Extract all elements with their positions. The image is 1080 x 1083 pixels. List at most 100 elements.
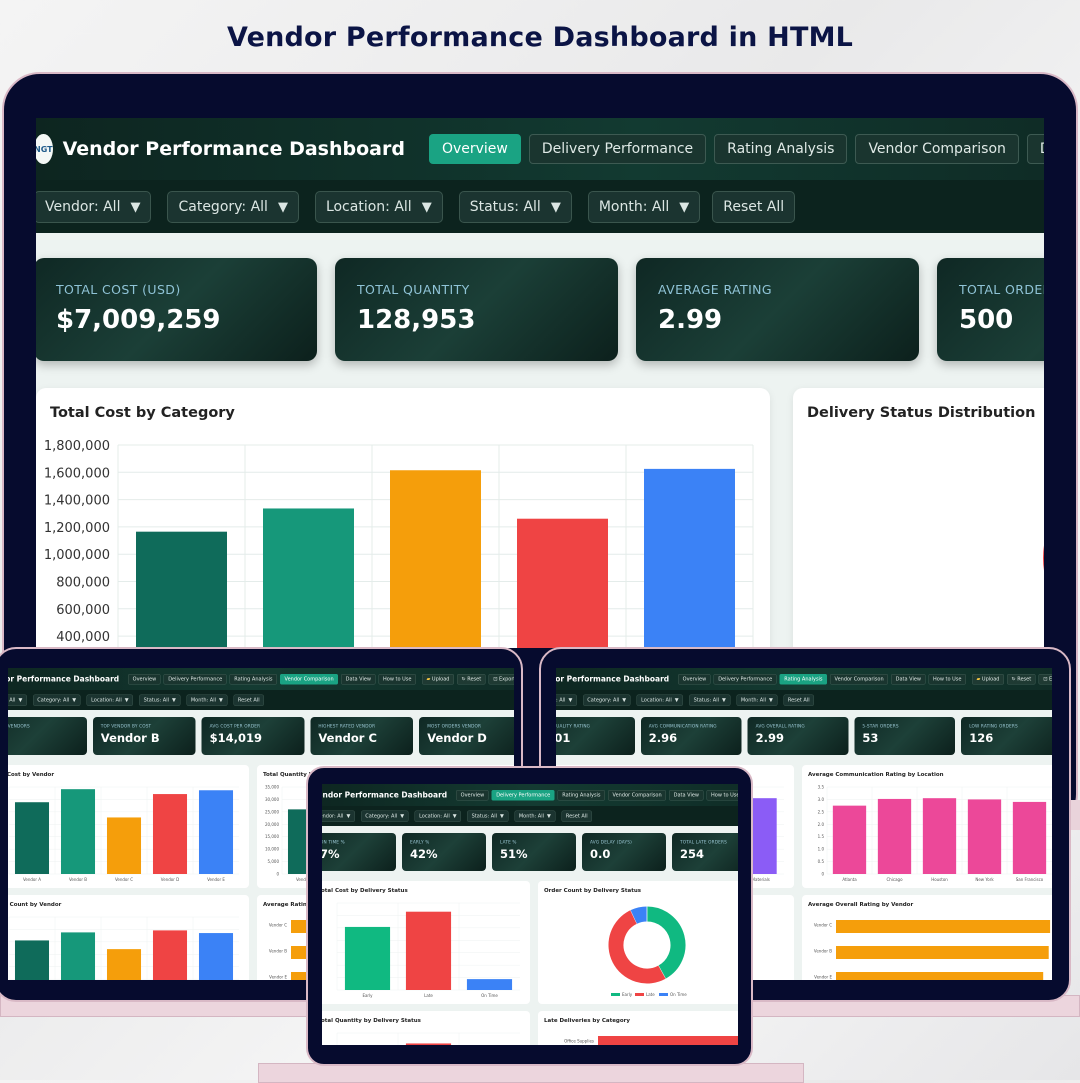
y-tick-label: 1,200,000	[44, 521, 110, 536]
y-tick-label: 0	[276, 872, 279, 877]
chevron-down-icon: ▼	[721, 697, 726, 703]
chart-title: Average Communication Rating by Location	[808, 771, 944, 778]
bar	[877, 798, 912, 874]
filter-location[interactable]: Location: All ▼	[314, 190, 443, 223]
tab-overview[interactable]: Overview	[456, 789, 489, 801]
chart-title: Order Count by Delivery Status	[544, 887, 642, 894]
bar	[198, 790, 234, 874]
y-tick-label: 0.5	[818, 859, 825, 864]
filter-category[interactable]: Category: All ▼	[32, 694, 81, 706]
kpi-card-total-vendors: TOTAL VENDORS	[8, 717, 87, 755]
filter-category[interactable]: Category: All ▼	[582, 694, 631, 706]
x-tick-label: Vendor D	[161, 877, 179, 882]
tab-how-to-use[interactable]: How to Use	[928, 673, 966, 685]
tab-rating-analysis[interactable]: Rating Analysis	[229, 673, 278, 685]
filter-bar: Vendor: All▼ Category: All▼ Location: All▼…	[8, 690, 514, 710]
filter-status[interactable]: Status: All ▼	[458, 190, 572, 223]
kpi-card-total-cost-usd: TOTAL COST (USD) $7,009,259	[36, 258, 317, 361]
total-cost-by-category-card: Total Cost by Category 400,000 600,000 800…	[36, 388, 770, 648]
filter-status[interactable]: Status: All ▼	[139, 694, 181, 706]
filter-location[interactable]: Location: All ▼	[86, 694, 134, 706]
filter-month[interactable]: Month: All ▼	[186, 694, 228, 706]
y-tick-label: 25,000	[265, 809, 279, 814]
reset-button[interactable]: ↻ Reset	[1006, 673, 1036, 685]
tab-rating-analysis[interactable]: Rating Analysis	[779, 673, 828, 685]
legend-swatch	[611, 993, 620, 996]
kpi-card-most-orders-vendor: MOST ORDERS VENDOR Vendor D	[419, 717, 514, 755]
filter-status[interactable]: Status: All ▼	[689, 694, 731, 706]
filter-vendor[interactable]: Vendor: All▼	[556, 694, 577, 706]
reset-icon: ↻	[461, 676, 468, 682]
delivery-performance-screen: Vendor Performance Dashboard Overview Deli…	[322, 784, 738, 1045]
legend-label: Early	[622, 992, 633, 997]
kpi-label: AVG COST PER ORDER	[209, 724, 261, 729]
tab-vendor-comparison[interactable]: Vendor Comparison	[855, 134, 1019, 164]
filter-location[interactable]: Location: All ▼	[636, 694, 684, 706]
reset-all-button[interactable]: Reset All	[783, 694, 815, 706]
y-tick-label: 1,000,000	[44, 548, 110, 563]
x-tick-label: Vendor A	[23, 877, 41, 882]
tab-delivery-performance[interactable]: Delivery Performance	[163, 673, 227, 685]
device-base	[258, 1063, 804, 1083]
tab-data-view[interactable]: Data View	[669, 789, 704, 801]
reset-all-button[interactable]: Reset All	[712, 190, 796, 223]
y-tick-label: 1,400,000	[44, 494, 110, 509]
filter-vendor[interactable]: Vendor: All▼	[8, 694, 27, 706]
kpi-label: TOTAL COST (USD)	[56, 282, 181, 297]
y-tick-label: 1.0	[818, 847, 825, 852]
tab-delivery-performance[interactable]: Delivery Performance	[491, 789, 555, 801]
upload-button[interactable]: ▰ Upload	[421, 673, 454, 685]
filter-status[interactable]: Status: All ▼	[467, 810, 509, 822]
filter-vendor[interactable]: Vendor: All▼	[322, 810, 355, 822]
export-button[interactable]: ⊡ Export	[1038, 673, 1052, 685]
bar	[405, 1043, 452, 1045]
kpi-card-late: LATE % 51%	[492, 833, 576, 871]
y-tick-label: 400,000	[56, 630, 110, 645]
tab-delivery-performance[interactable]: Delivery Performance	[528, 134, 707, 164]
logo: NGT	[36, 134, 53, 164]
legend-label: On Time	[670, 992, 687, 997]
tab-vendor-comparison[interactable]: Vendor Comparison	[830, 673, 889, 685]
tab-rating-analysis[interactable]: Rating Analysis	[557, 789, 606, 801]
y-tick-label: 30,000	[265, 797, 279, 802]
upload-button[interactable]: ▰ Upload	[971, 673, 1004, 685]
y-tick-label: 15,000	[265, 834, 279, 839]
filter-category[interactable]: Category: All ▼	[167, 190, 299, 223]
tab-overview[interactable]: Overview	[678, 673, 711, 685]
filter-category[interactable]: Category: All ▼	[360, 810, 409, 822]
tab-vendor-comparison[interactable]: Vendor Comparison	[280, 673, 339, 685]
filter-label: Month: All	[518, 813, 544, 819]
filter-location[interactable]: Location: All ▼	[414, 810, 462, 822]
bar	[390, 470, 481, 648]
tab-delivery-performance[interactable]: Delivery Performance	[713, 673, 777, 685]
bar	[644, 468, 735, 648]
filter-month[interactable]: Month: All ▼	[736, 694, 778, 706]
filter-month[interactable]: Month: All ▼	[587, 190, 701, 223]
export-button[interactable]: ⊡ Export	[488, 673, 514, 685]
bar	[152, 930, 188, 980]
kpi-label: AVG COMMUNICATION RATING	[648, 724, 717, 729]
kpi-value: 126	[969, 732, 994, 745]
filter-bar: Vendor: All▼ Category: All▼ Location: All▼…	[322, 806, 738, 826]
bar	[198, 933, 234, 980]
reset-all-button[interactable]: Reset All	[561, 810, 593, 822]
filter-month[interactable]: Month: All ▼	[514, 810, 556, 822]
tab-rating-analysis[interactable]: Rating Analysis	[714, 134, 848, 164]
chart-title: Total Cost by Delivery Status	[322, 887, 408, 894]
tab-data-view[interactable]: Data View	[1026, 134, 1044, 164]
tab-overview[interactable]: Overview	[428, 134, 521, 164]
dashboard-title: Vendor Performance Dashboard	[8, 674, 120, 684]
filter-vendor[interactable]: Vendor: All▼	[36, 190, 152, 223]
tab-how-to-use[interactable]: How to Use	[378, 673, 416, 685]
tab-data-view[interactable]: Data View	[891, 673, 926, 685]
tab-vendor-comparison[interactable]: Vendor Comparison	[608, 789, 667, 801]
tab-overview[interactable]: Overview	[128, 673, 161, 685]
kpi-value: 42%	[410, 848, 438, 861]
tab-how-to-use[interactable]: How to Use	[706, 789, 738, 801]
reset-button[interactable]: ↻ Reset	[456, 673, 486, 685]
tab-data-view[interactable]: Data View	[341, 673, 376, 685]
filter-label: Category: All	[178, 198, 268, 215]
reset-all-button[interactable]: Reset All	[233, 694, 265, 706]
